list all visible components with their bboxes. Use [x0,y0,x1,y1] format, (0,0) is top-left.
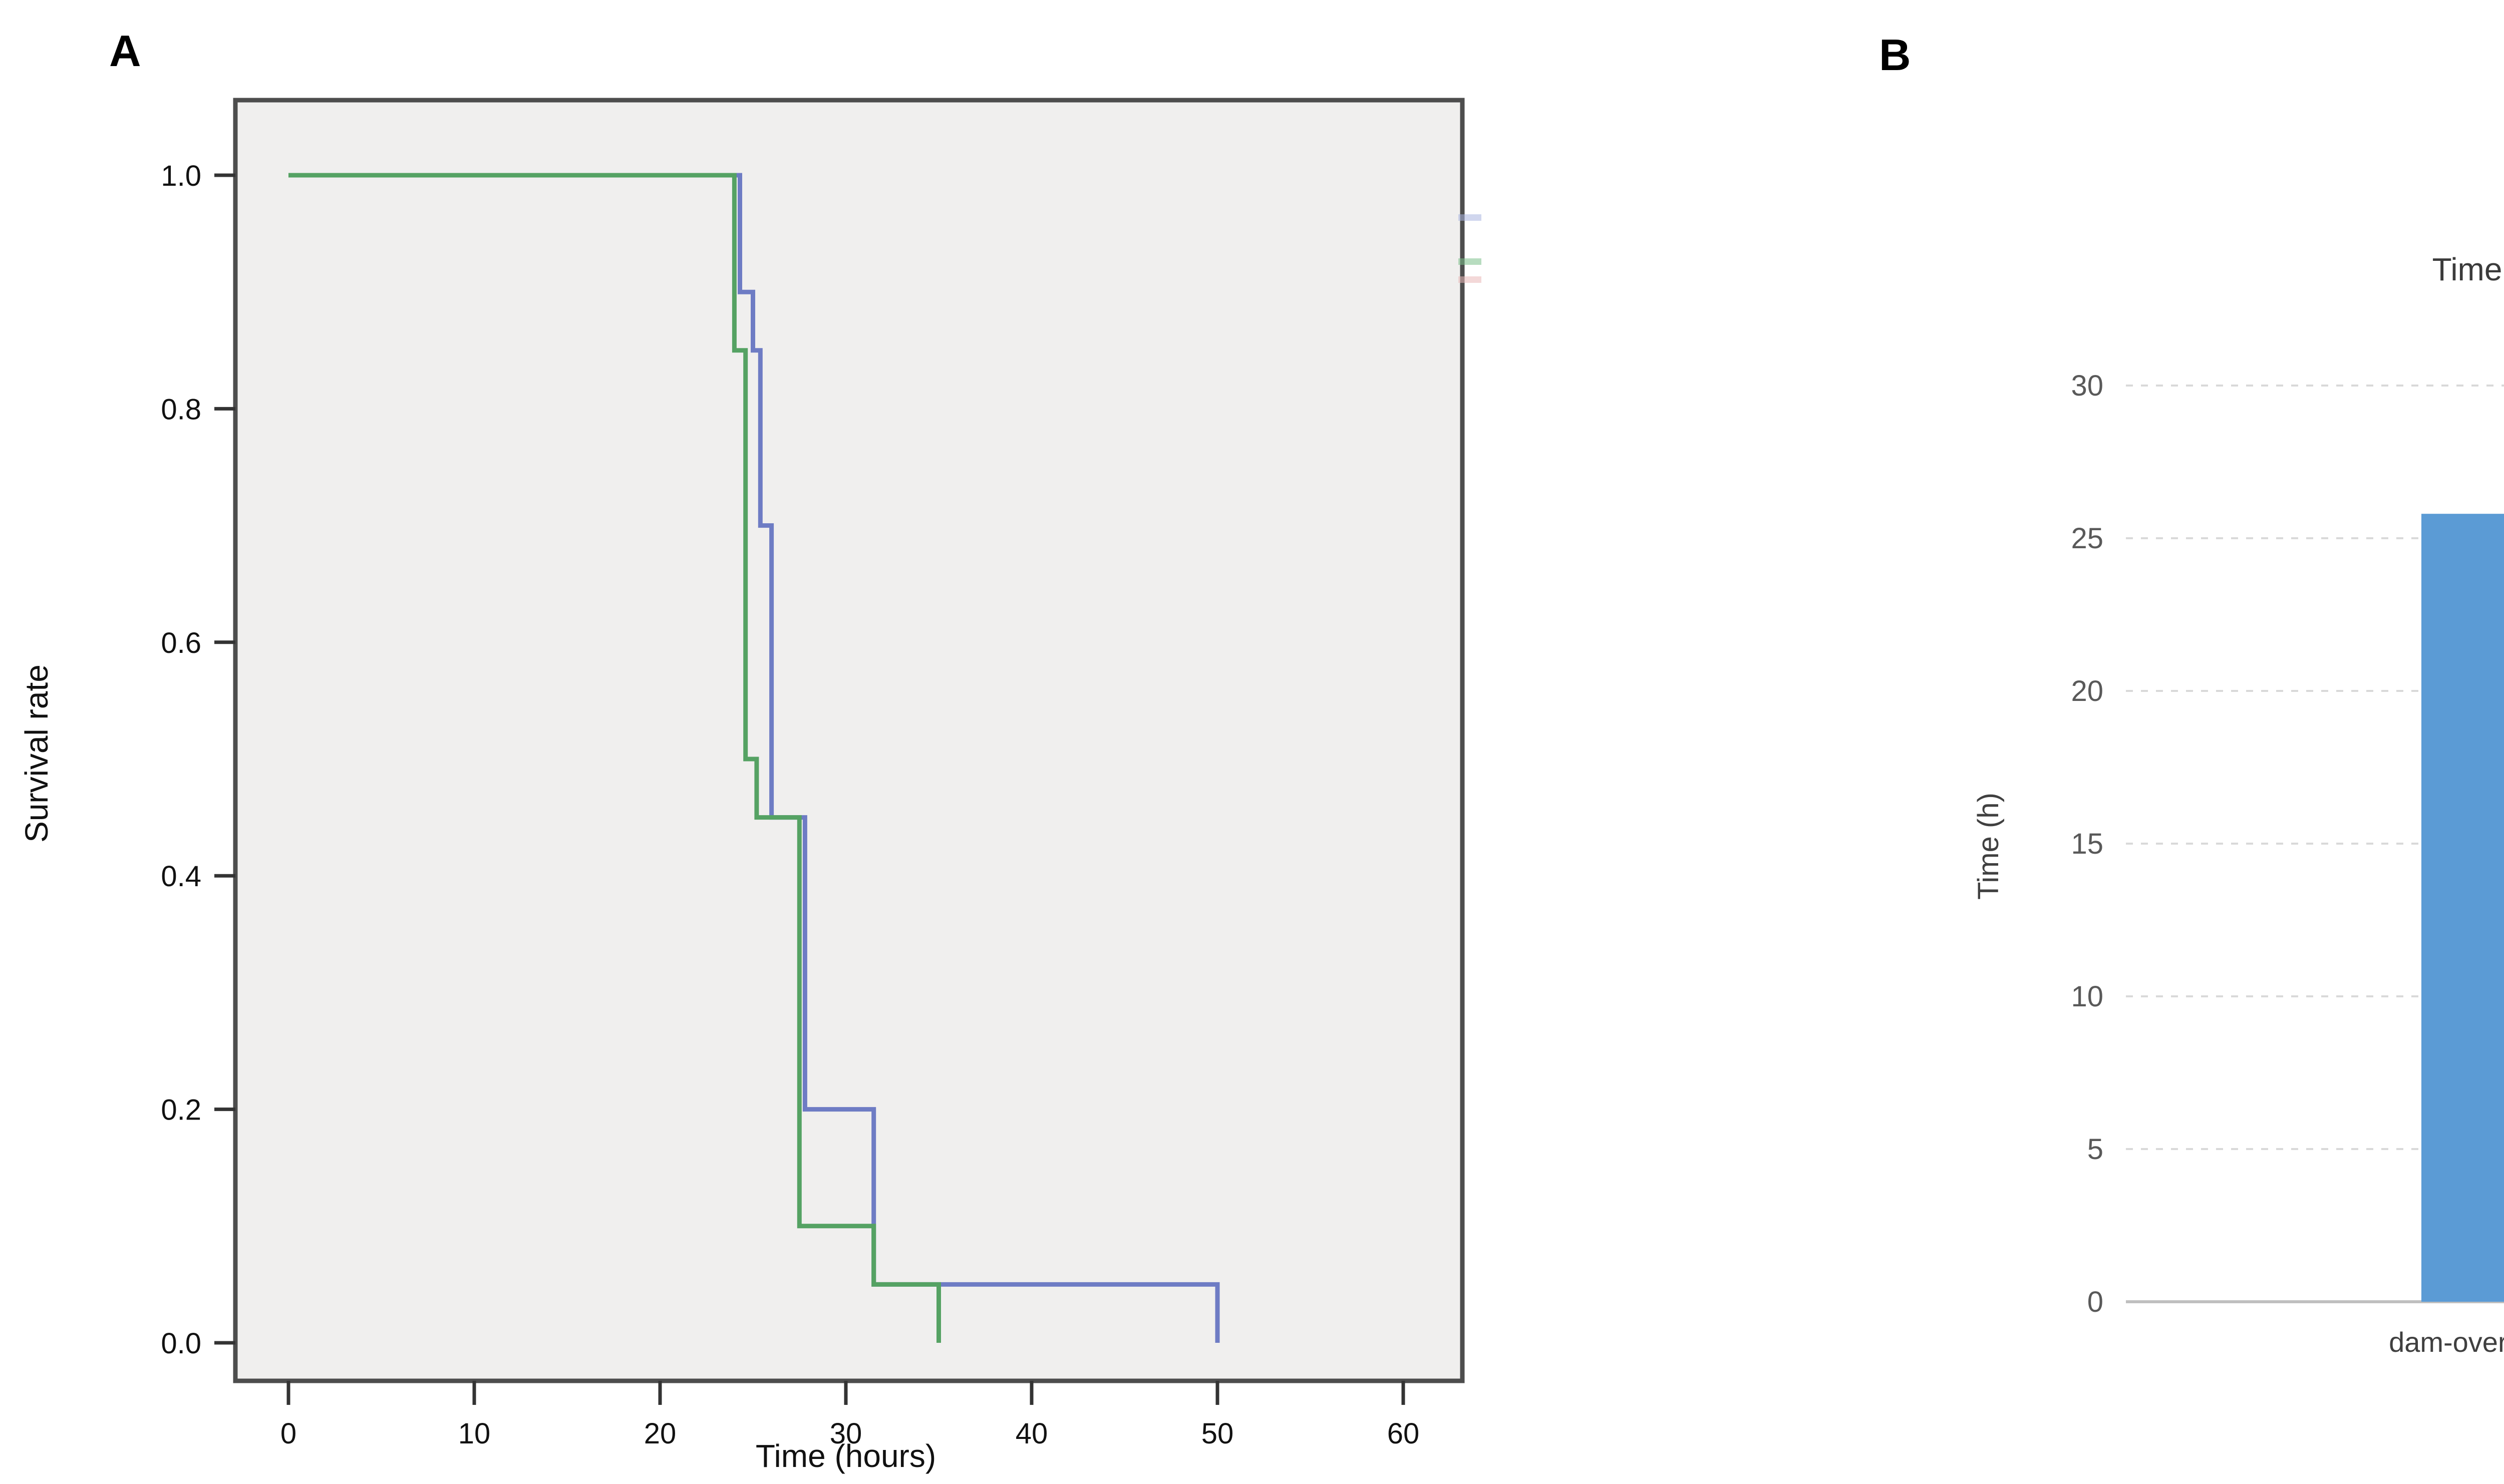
y-tick-label: 20 [2071,675,2103,707]
title-text: Time needed to kill 50% of [2432,251,2504,287]
x-tick-label: 30 [830,1417,862,1450]
y-tick-label: 1.0 [161,160,201,192]
bar-dam-overexpressing [2421,514,2504,1302]
legend-artifact-mark [1458,214,1481,221]
y-tick-label: 30 [2071,369,2103,402]
survival-plot: 1.0 0.8 0.6 0.4 0.2 0.0 0 10 20 30 40 50 60 [161,98,1481,1450]
y-tick-label: 0.8 [161,393,201,426]
x-tick-label: 0 [280,1417,296,1450]
y-tick-label: 15 [2071,828,2103,860]
x-axis-title-survival: Time (hours) [756,1438,936,1474]
y-tick-label: 0.4 [161,860,201,893]
y-tick-label: 0.6 [161,627,201,659]
y-tick-label: 25 [2071,522,2103,555]
x-tick-label: 50 [1201,1417,1234,1450]
legend-artifact-mark [1458,276,1481,283]
x-tick-label: 10 [458,1417,491,1450]
legend-artifact-mark [1458,258,1481,265]
x-tick-label: 60 [1387,1417,1420,1450]
y-axis-title-time: Time (h) [1972,793,2005,900]
y-tick-label: 0.0 [161,1327,201,1360]
y-tick-label: 10 [2071,980,2103,1013]
y-tick-label: 0 [2087,1286,2103,1318]
panel-b-label: B [1879,30,1911,80]
panel-a-label: A [109,26,141,76]
x-tick-label: 40 [1016,1417,1048,1450]
y-tick-label: 0.2 [161,1094,201,1127]
y-tick-label: 5 [2087,1133,2103,1166]
category-label: dam-overexpressing strain [2389,1326,2504,1358]
plot-area [233,98,1465,1383]
y-axis-title-survival: Survival rate [19,664,55,843]
x-tick-label: 20 [644,1417,677,1450]
chart-title: Time needed to kill 50% of S. littoralis… [2432,251,2504,287]
survival-curve-control [288,173,941,1343]
